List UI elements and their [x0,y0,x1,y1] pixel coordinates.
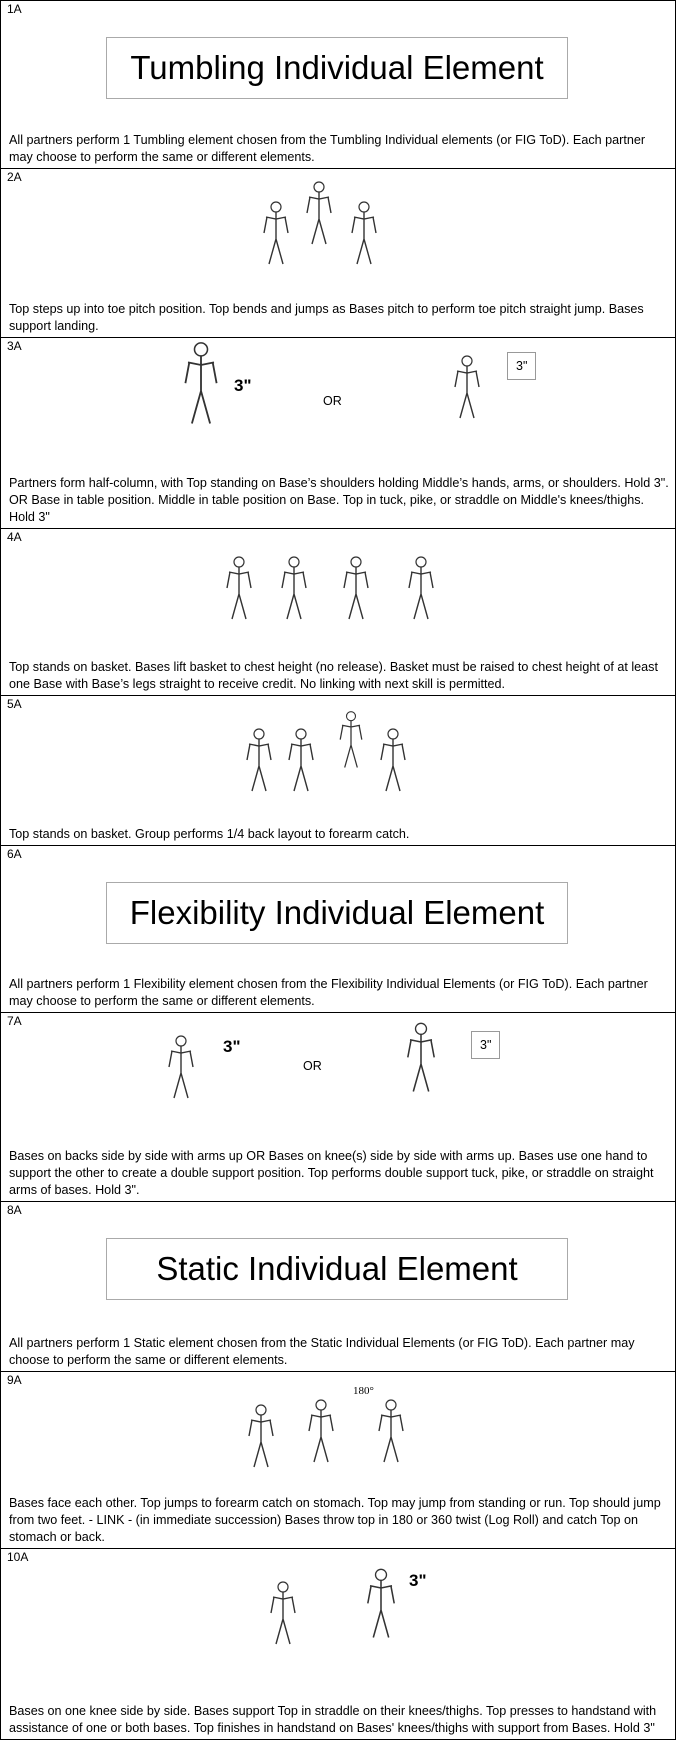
annotation: 3" [234,376,252,395]
figure [380,728,406,792]
figure [378,1399,404,1463]
illustration [263,181,377,265]
skill-description: All partners perform 1 Flexibility eleme… [9,977,648,1008]
figure [308,1399,334,1463]
skill-description: All partners perform 1 Tumbling element … [9,133,646,164]
skill-description: Top steps up into toe pitch position. To… [9,302,644,333]
annotation: OR [303,1059,322,1073]
element-heading: Static Individual Element [106,1238,568,1300]
skill-id: 10A [7,1550,29,1564]
skill-row: 4A Top stands on basket. Bases lift baske… [0,528,676,695]
illustration [246,711,406,792]
skill-id: 5A [7,697,22,711]
annotation: 3" [507,352,537,380]
element-heading: Tumbling Individual Element [106,37,568,99]
figure [281,556,307,620]
annotation: 3" [223,1037,241,1056]
figure [288,728,314,792]
skill-description: Bases face each other. Top jumps to fore… [9,1496,661,1544]
annotation: 3" [409,1571,427,1590]
figure [343,556,369,620]
skill-row: 5A Top stands on basket. Group performs 1… [0,695,676,845]
figure [454,355,480,419]
skill-description: All partners perform 1 Static element ch… [9,1336,635,1367]
skill-id: 1A [7,2,22,16]
skill-row: 8A Static Individual Element All partners … [0,1201,676,1371]
skill-id: 4A [7,530,22,544]
skill-id: 3A [7,339,22,353]
figure [407,1022,435,1092]
figure [184,342,218,424]
figure [408,556,434,620]
figure [367,1568,395,1638]
skill-row: 3A 3" OR 3" Partners form half-column, with … [0,337,676,528]
illustration [248,1399,404,1468]
annotation: 180° [353,1385,374,1397]
skill-id: 6A [7,847,22,861]
figure [306,181,332,245]
figure [263,201,289,265]
illustration [168,1022,435,1099]
illustration [226,556,434,620]
illustration [184,342,480,424]
figure [339,711,363,768]
skill-row: 9A 180° Bases face each other. Top jumps t… [0,1371,676,1548]
figure [168,1035,194,1099]
skill-description: Bases on one knee side by side. Bases su… [9,1704,657,1735]
skill-id: 2A [7,170,22,184]
skill-row: 6A Flexibility Individual Element All part… [0,845,676,1012]
figure [351,201,377,265]
skill-id: 8A [7,1203,22,1217]
skill-row: 10A 3" Bases on one knee side by side. Bas… [0,1548,676,1740]
skill-description: Bases on backs side by side with arms up… [9,1149,654,1197]
skill-row: 1A Tumbling Individual Element All partner… [0,0,676,168]
illustration [270,1568,395,1645]
skill-row: 2A Top steps up into toe pitch position. … [0,168,676,337]
annotation: OR [323,394,342,408]
skill-row: 7A 3" OR 3" Bases on backs side by side with… [0,1012,676,1201]
skill-description: Top stands on basket. Bases lift basket … [9,660,658,691]
skill-id: 7A [7,1014,22,1028]
element-heading: Flexibility Individual Element [106,882,568,944]
figure [270,1581,296,1645]
skill-description: Partners form half-column, with Top stan… [9,476,669,524]
skill-description: Top stands on basket. Group performs 1/4… [9,827,410,841]
skill-id: 9A [7,1373,22,1387]
figure [246,728,272,792]
annotation: 3" [471,1031,501,1059]
figure [248,1404,274,1468]
figure [226,556,252,620]
